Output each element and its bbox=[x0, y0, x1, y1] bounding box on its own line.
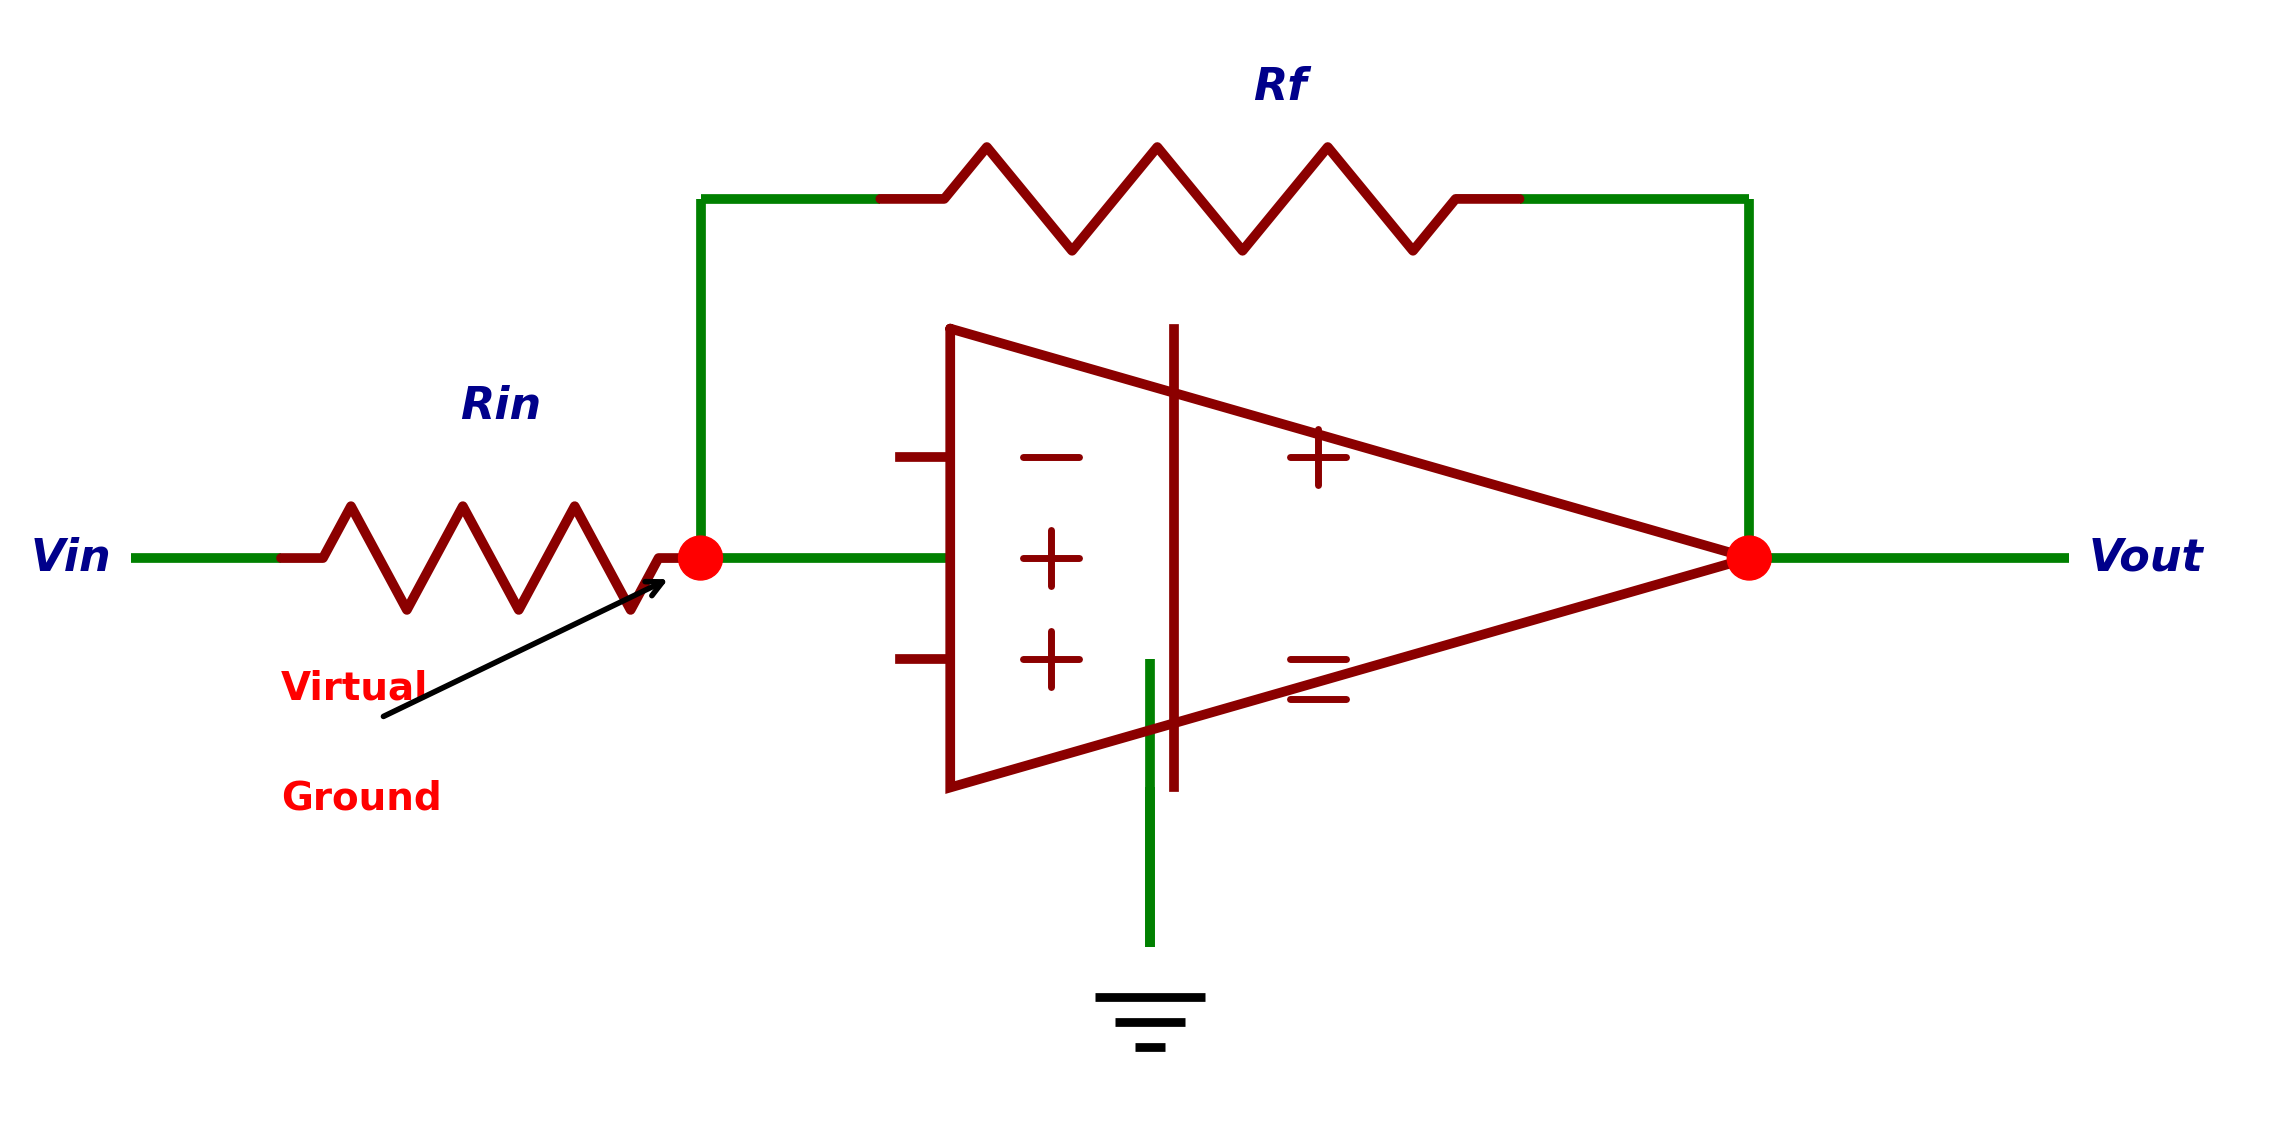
Text: Vin: Vin bbox=[30, 536, 111, 580]
Text: Vout: Vout bbox=[2088, 536, 2204, 580]
Text: Rin: Rin bbox=[461, 386, 541, 428]
Circle shape bbox=[679, 536, 722, 580]
Text: Ground: Ground bbox=[282, 779, 441, 817]
Circle shape bbox=[1727, 536, 1772, 580]
Text: Rf: Rf bbox=[1254, 67, 1306, 109]
Text: Virtual: Virtual bbox=[282, 669, 429, 707]
